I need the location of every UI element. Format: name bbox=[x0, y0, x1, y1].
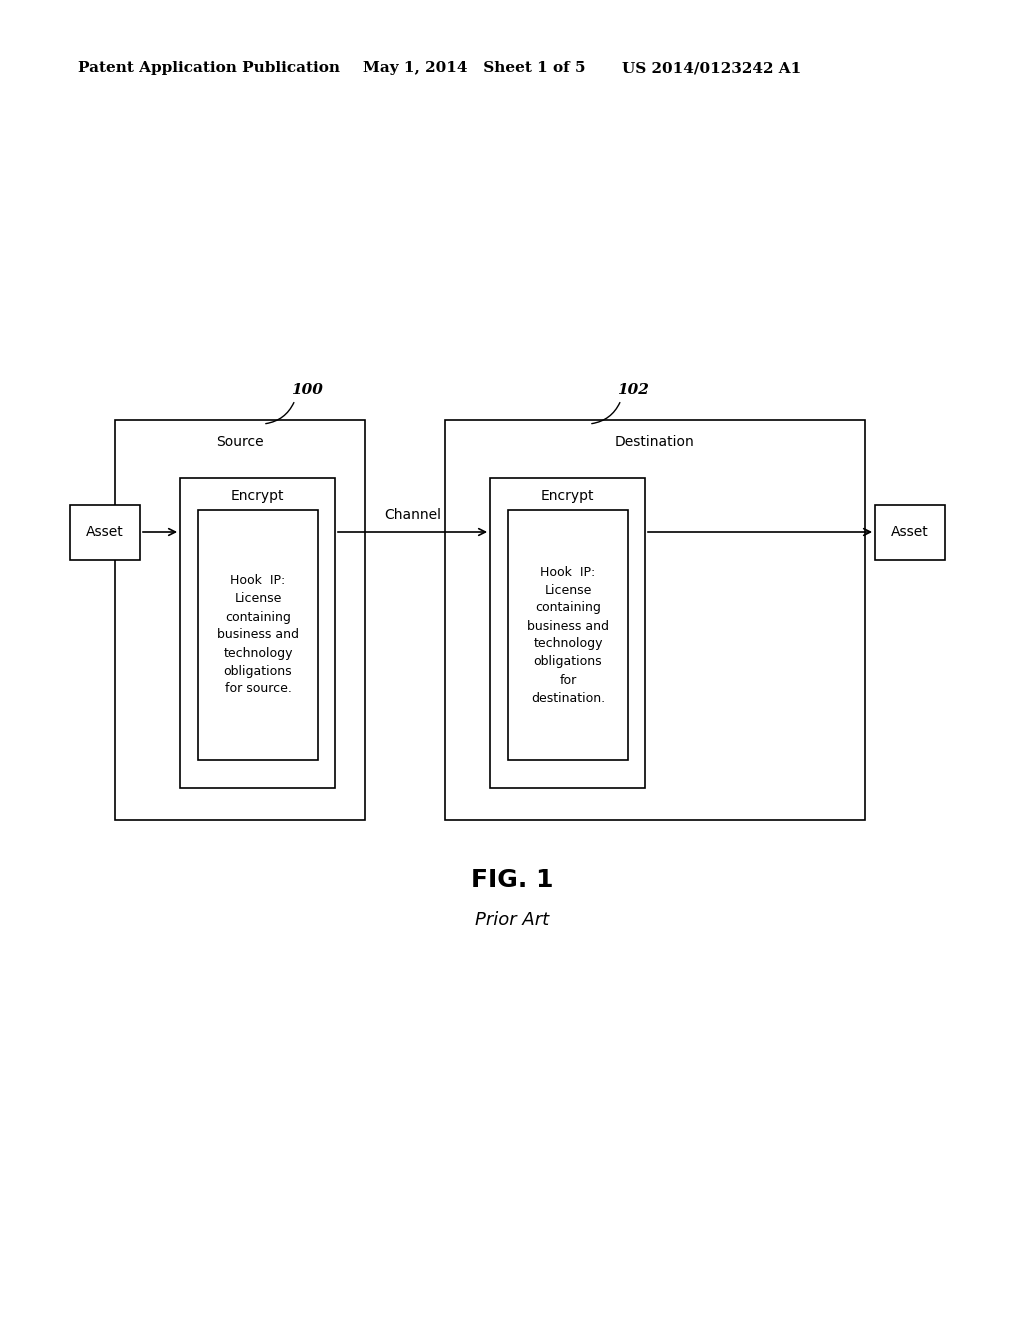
Bar bbox=[874, 506, 945, 560]
Bar bbox=[70, 506, 140, 560]
Text: 102: 102 bbox=[617, 383, 649, 397]
Text: Asset: Asset bbox=[86, 525, 124, 540]
Bar bbox=[115, 420, 365, 820]
Bar bbox=[508, 510, 628, 760]
Text: Patent Application Publication: Patent Application Publication bbox=[78, 61, 340, 75]
Text: May 1, 2014   Sheet 1 of 5: May 1, 2014 Sheet 1 of 5 bbox=[362, 61, 586, 75]
Text: FIG. 1: FIG. 1 bbox=[471, 869, 553, 892]
Text: 100: 100 bbox=[291, 383, 323, 397]
Text: Encrypt: Encrypt bbox=[230, 488, 285, 503]
Text: Asset: Asset bbox=[891, 525, 929, 540]
Bar bbox=[180, 478, 335, 788]
Bar bbox=[490, 478, 645, 788]
Text: Hook  IP:
License
containing
business and
technology
obligations
for source.: Hook IP: License containing business and… bbox=[217, 574, 299, 696]
Bar bbox=[198, 510, 318, 760]
Text: Source: Source bbox=[216, 436, 264, 449]
Text: Hook  IP:
License
containing
business and
technology
obligations
for
destination: Hook IP: License containing business and… bbox=[527, 565, 609, 705]
Text: US 2014/0123242 A1: US 2014/0123242 A1 bbox=[622, 61, 801, 75]
Text: Encrypt: Encrypt bbox=[541, 488, 594, 503]
Text: Channel: Channel bbox=[384, 508, 441, 521]
Text: Prior Art: Prior Art bbox=[475, 911, 549, 929]
Text: Destination: Destination bbox=[615, 436, 695, 449]
Bar bbox=[445, 420, 865, 820]
